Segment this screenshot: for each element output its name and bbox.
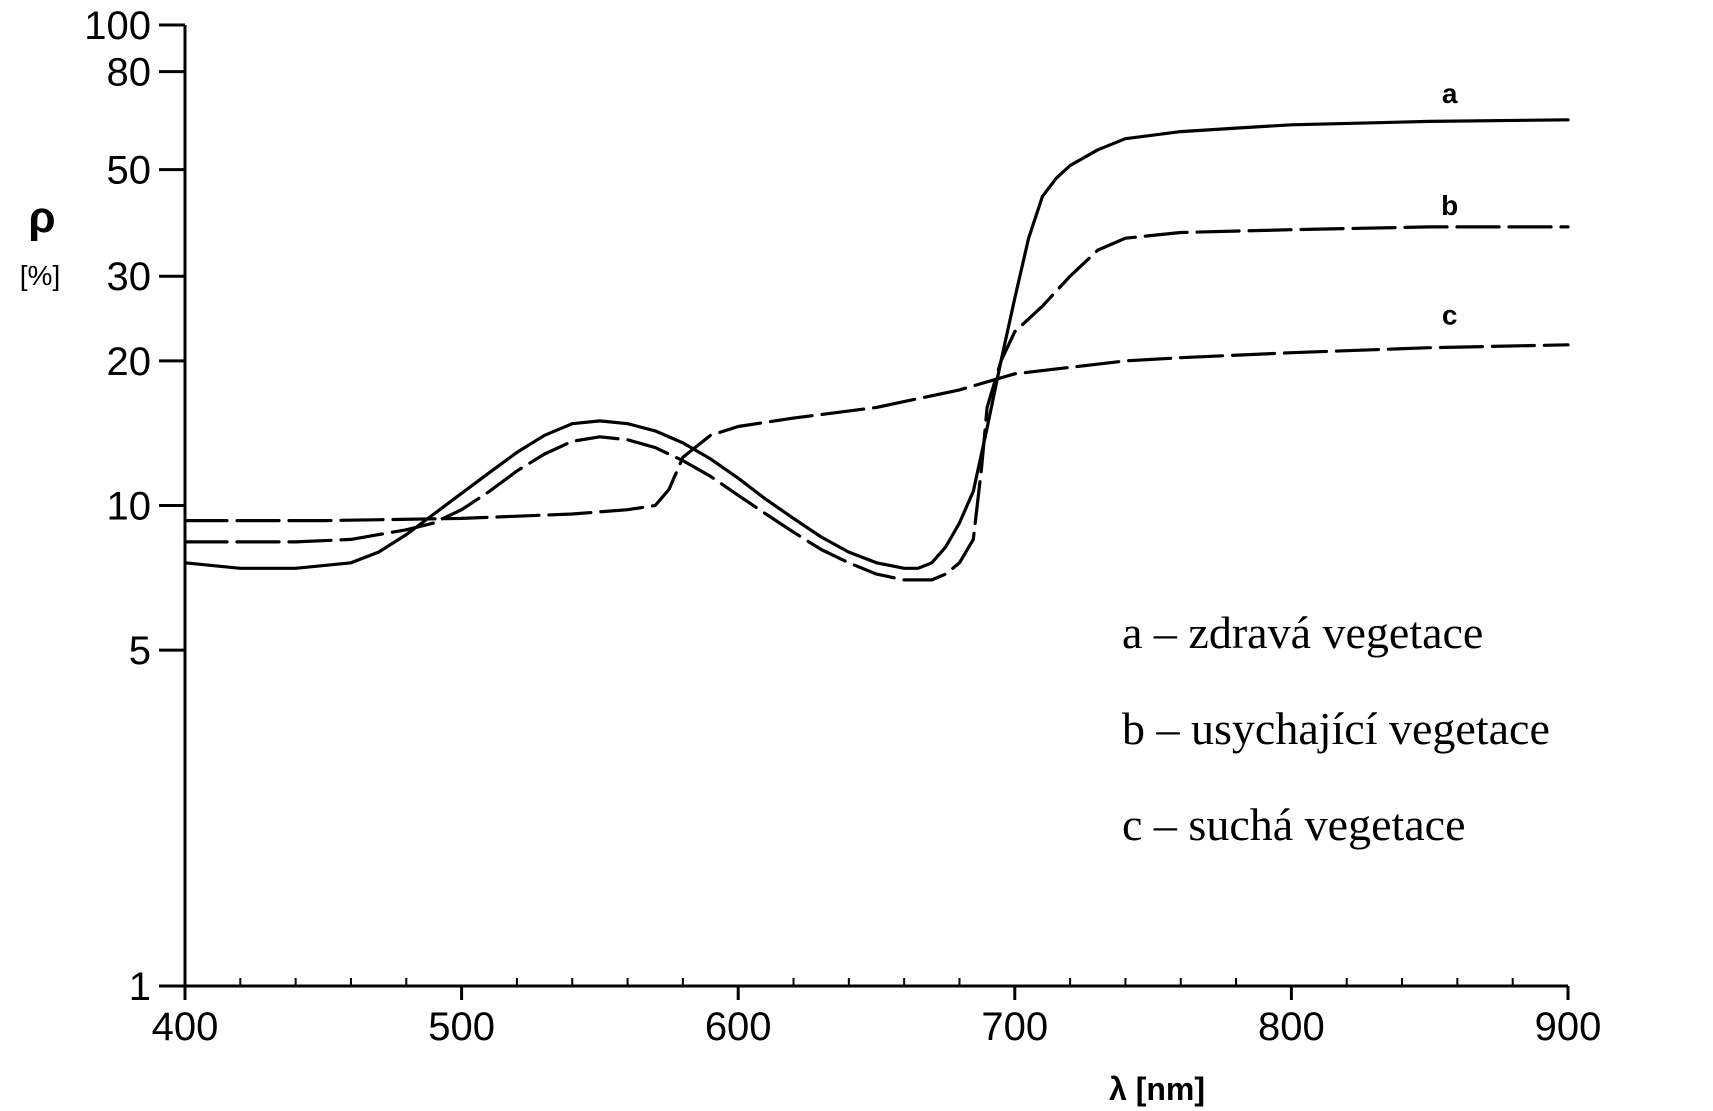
series-a-line (183, 118, 1570, 570)
y-tick-label: 50 (107, 149, 152, 193)
x-tick-label: 800 (1258, 1005, 1325, 1049)
legend: a – zdravá vegetace b – usychající veget… (1122, 607, 1550, 850)
series-c-label: c (1442, 299, 1458, 330)
series-b-label: b (1441, 190, 1458, 221)
y-tick-label: 20 (107, 340, 152, 384)
series-a-label: a (1442, 78, 1458, 109)
x-tick-label: 500 (428, 1005, 495, 1049)
series-c-line (183, 343, 1570, 523)
x-tick-label: 900 (1535, 1005, 1602, 1049)
x-tick-label: 600 (705, 1005, 772, 1049)
y-axis-label-symbol: ρ (28, 193, 55, 242)
legend-entry-a: a – zdravá vegetace (1122, 607, 1483, 658)
y-tick-label: 80 (107, 51, 152, 95)
x-tick-label: 700 (981, 1005, 1048, 1049)
series-group (183, 118, 1570, 582)
x-tick-label: 400 (152, 1005, 219, 1049)
legend-entry-b: b – usychající vegetace (1122, 703, 1550, 754)
y-tick-label: 1 (129, 965, 151, 1009)
series-b-line (183, 225, 1570, 582)
y-axis-label-unit: [%] (20, 260, 60, 291)
x-axis-label: λ [nm] (1109, 1071, 1205, 1107)
y-tick-label: 30 (107, 255, 152, 299)
y-tick-label: 100 (84, 4, 151, 48)
y-tick-label: 5 (129, 629, 151, 673)
series-labels: a b c (1441, 78, 1458, 330)
x-ticks: 400 500 600 700 800 900 (152, 978, 1602, 1049)
legend-entry-c: c – suchá vegetace (1122, 799, 1466, 850)
y-tick-label: 10 (107, 485, 152, 529)
